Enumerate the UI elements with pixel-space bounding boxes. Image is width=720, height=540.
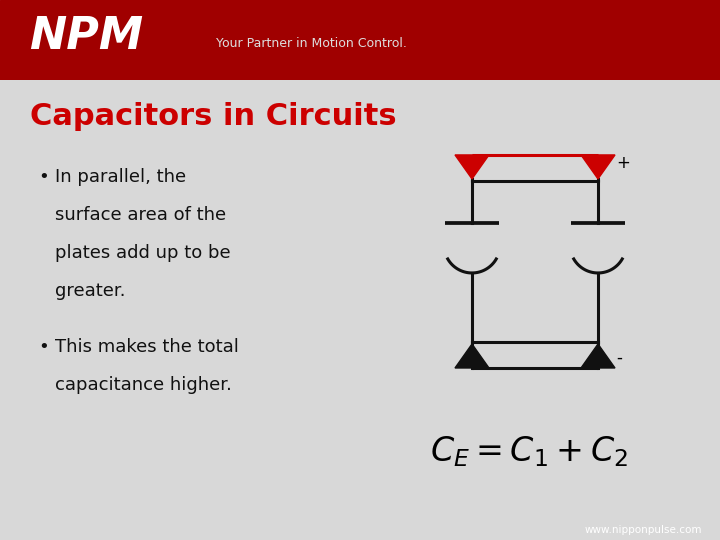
Polygon shape — [581, 344, 615, 368]
Polygon shape — [455, 344, 489, 368]
Text: •: • — [38, 168, 49, 186]
Text: plates add up to be: plates add up to be — [55, 244, 230, 262]
Text: NPM: NPM — [29, 15, 143, 58]
Text: surface area of the: surface area of the — [55, 206, 226, 224]
Polygon shape — [455, 155, 489, 179]
Text: www.nipponpulse.com: www.nipponpulse.com — [585, 525, 702, 535]
Polygon shape — [581, 155, 615, 179]
Text: -: - — [616, 349, 622, 367]
Text: capacitance higher.: capacitance higher. — [55, 376, 232, 394]
Text: Your Partner in Motion Control.: Your Partner in Motion Control. — [216, 37, 407, 50]
Text: +: + — [616, 154, 630, 172]
Text: •: • — [38, 338, 49, 356]
Text: $C_E = C_1 + C_2$: $C_E = C_1 + C_2$ — [430, 435, 628, 469]
Text: greater.: greater. — [55, 282, 125, 300]
Text: In parallel, the: In parallel, the — [55, 168, 186, 186]
Text: This makes the total: This makes the total — [55, 338, 239, 356]
Text: Capacitors in Circuits: Capacitors in Circuits — [30, 102, 397, 131]
